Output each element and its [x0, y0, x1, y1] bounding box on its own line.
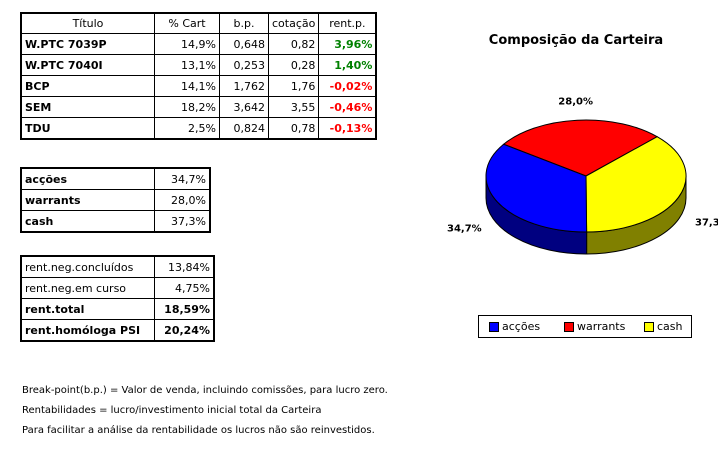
alloc-label: cash [20, 210, 155, 233]
cell-titulo: W.PTC 7039P [20, 33, 155, 55]
cell-cart: 13,1% [154, 54, 220, 76]
note-rentabilidades: Rentabilidades = lucro/investimento inic… [22, 405, 322, 416]
cell-bp: 3,642 [219, 96, 269, 118]
alloc-label: acções [20, 167, 155, 190]
cell-bp: 0,824 [219, 117, 269, 140]
header-cotacao: cotação [267, 12, 320, 34]
cell-cotacao: 3,55 [267, 96, 320, 118]
pie-slice-cash [585, 136, 687, 233]
table-row: W.PTC 7039P 14,9% 0,648 0,82 3,96% [20, 33, 377, 55]
table-row: rent.total 18,59% [20, 298, 215, 320]
cell-rent: -0,13% [318, 117, 377, 140]
header-titulo: Título [20, 12, 155, 34]
cell-rent: -0,46% [318, 96, 377, 118]
table-row: SEM 18,2% 3,642 3,55 -0,46% [20, 96, 377, 118]
table-row: rent.neg.em curso 4,75% [20, 277, 215, 299]
cell-titulo: BCP [20, 75, 155, 97]
returns-label: rent.neg.em curso [20, 277, 155, 299]
pie-label-accoes: 34,7% [447, 224, 482, 235]
legend-label: acções [502, 320, 541, 333]
table-row: rent.homóloga PSI 20,24% [20, 319, 215, 342]
cell-cotacao: 1,76 [267, 75, 320, 97]
table-row: warrants 28,0% [20, 189, 211, 211]
pie-label-warrants: 28,0% [558, 96, 593, 107]
cell-bp: 0,648 [219, 33, 269, 55]
pie-slice-accoes [485, 143, 588, 233]
cell-cart: 18,2% [154, 96, 220, 118]
legend-label: cash [657, 320, 683, 333]
returns-value: 4,75% [154, 277, 215, 299]
pie-slice-warrants [502, 119, 659, 177]
alloc-value: 34,7% [154, 167, 211, 190]
alloc-value: 37,3% [154, 210, 211, 233]
chart-legend: acções warrants cash [478, 315, 692, 338]
header-bp: b.p. [219, 12, 269, 34]
cell-cart: 14,1% [154, 75, 220, 97]
cell-titulo: SEM [20, 96, 155, 118]
cell-rent: 3,96% [318, 33, 377, 55]
returns-table: rent.neg.concluídos 13,84% rent.neg.em c… [20, 255, 215, 342]
returns-label: rent.total [20, 298, 155, 320]
legend-item-warrants: warrants [564, 320, 625, 333]
cell-rent: -0,02% [318, 75, 377, 97]
legend-item-accoes: acções [489, 320, 540, 333]
cell-rent: 1,40% [318, 54, 377, 76]
table-row: rent.neg.concluídos 13,84% [20, 255, 215, 278]
header-cart: % Cart [154, 12, 220, 34]
portfolio-pie-chart: Composição da Carteira 28,0% 37,3% 34,7% [447, 33, 718, 255]
table-row: TDU 2,5% 0,824 0,78 -0,13% [20, 117, 377, 140]
chart-title: Composição da Carteira [489, 33, 663, 48]
note-breakpoint: Break-point(b.p.) = Valor de venda, incl… [22, 385, 388, 396]
alloc-label: warrants [20, 189, 155, 211]
table-row: W.PTC 7040I 13,1% 0,253 0,28 1,40% [20, 54, 377, 76]
returns-value: 13,84% [154, 255, 215, 278]
positions-table: Título % Cart b.p. cotação rent.p. W.PTC… [20, 12, 378, 140]
table-row: BCP 14,1% 1,762 1,76 -0,02% [20, 75, 377, 97]
legend-swatch-accoes [489, 321, 499, 332]
returns-label: rent.neg.concluídos [20, 255, 155, 278]
alloc-value: 28,0% [154, 189, 211, 211]
cell-cotacao: 0,78 [267, 117, 320, 140]
pie-label-cash: 37,3% [695, 218, 718, 229]
cell-bp: 1,762 [219, 75, 269, 97]
cell-titulo: W.PTC 7040I [20, 54, 155, 76]
returns-label: rent.homóloga PSI [20, 319, 155, 342]
note-reinvestment: Para facilitar a análise da rentabilidad… [22, 425, 375, 436]
cell-cart: 2,5% [154, 117, 220, 140]
returns-value: 20,24% [154, 319, 215, 342]
table-row: acções 34,7% [20, 167, 211, 190]
table-row: cash 37,3% [20, 210, 211, 233]
positions-header-row: Título % Cart b.p. cotação rent.p. [20, 12, 377, 34]
legend-swatch-warrants [564, 321, 574, 332]
cell-cotacao: 0,82 [267, 33, 320, 55]
cell-cart: 14,9% [154, 33, 220, 55]
cell-cotacao: 0,28 [267, 54, 320, 76]
cell-titulo: TDU [20, 117, 155, 140]
allocation-table: acções 34,7% warrants 28,0% cash 37,3% [20, 167, 211, 233]
legend-item-cash: cash [644, 320, 683, 333]
header-rent: rent.p. [318, 12, 377, 34]
returns-value: 18,59% [154, 298, 215, 320]
legend-label: warrants [577, 320, 626, 333]
legend-swatch-cash [644, 321, 654, 332]
cell-bp: 0,253 [219, 54, 269, 76]
